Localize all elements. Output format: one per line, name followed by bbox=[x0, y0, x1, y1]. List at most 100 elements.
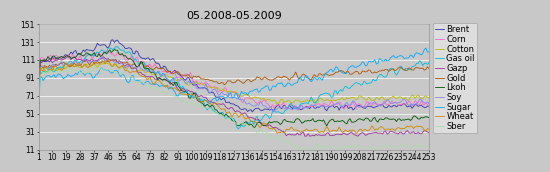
Line: Gold: Gold bbox=[39, 60, 429, 112]
Brent bbox=[189, 83, 195, 85]
Corn bbox=[294, 109, 301, 111]
Soy bbox=[381, 102, 387, 104]
Cotton bbox=[189, 83, 195, 85]
Gas oil bbox=[200, 99, 206, 101]
Sber bbox=[249, 127, 256, 129]
Gazp bbox=[302, 135, 309, 137]
Gas oil bbox=[94, 51, 101, 53]
Sber bbox=[189, 101, 195, 103]
Sber bbox=[426, 145, 432, 147]
Brent bbox=[109, 39, 116, 41]
Line: Corn: Corn bbox=[39, 51, 429, 110]
Lkoh bbox=[35, 108, 42, 110]
Brent bbox=[200, 87, 206, 89]
Wheat bbox=[382, 129, 389, 131]
Gazp bbox=[96, 58, 102, 60]
Lkoh bbox=[111, 49, 118, 51]
Brent bbox=[35, 108, 42, 110]
Sugar bbox=[249, 90, 256, 92]
Wheat bbox=[426, 128, 432, 130]
Soy bbox=[35, 113, 42, 115]
Line: Brent: Brent bbox=[39, 40, 429, 112]
Wheat bbox=[35, 112, 42, 115]
Line: Soy: Soy bbox=[39, 57, 429, 114]
Sber bbox=[251, 127, 257, 129]
Brent bbox=[249, 111, 256, 113]
Lkoh bbox=[251, 127, 257, 129]
Lkoh bbox=[94, 56, 101, 58]
Sugar bbox=[35, 120, 42, 122]
Brent bbox=[382, 107, 389, 109]
Line: Lkoh: Lkoh bbox=[39, 50, 429, 128]
Sber bbox=[35, 117, 42, 119]
Gold bbox=[189, 77, 195, 79]
Sugar bbox=[426, 51, 432, 53]
Brent bbox=[94, 42, 101, 44]
Gas oil bbox=[252, 117, 258, 119]
Lkoh bbox=[252, 126, 258, 128]
Sber bbox=[91, 66, 97, 68]
Lkoh bbox=[189, 95, 195, 97]
Cotton bbox=[94, 66, 101, 68]
Soy bbox=[94, 60, 101, 62]
Cotton bbox=[249, 97, 256, 99]
Cotton bbox=[426, 97, 432, 99]
Lkoh bbox=[200, 103, 206, 105]
Sugar bbox=[94, 73, 101, 75]
Soy bbox=[189, 82, 195, 84]
Gold bbox=[249, 80, 256, 82]
Corn bbox=[189, 76, 195, 78]
Gazp bbox=[382, 130, 389, 132]
Soy bbox=[99, 56, 106, 58]
Brent bbox=[251, 109, 257, 111]
Wheat bbox=[249, 121, 256, 123]
Cotton bbox=[35, 115, 42, 117]
Line: Sber: Sber bbox=[39, 67, 429, 150]
Line: Sugar: Sugar bbox=[39, 48, 429, 121]
Gold bbox=[109, 59, 116, 61]
Brent bbox=[426, 105, 432, 107]
Gazp bbox=[200, 96, 206, 98]
Gazp bbox=[251, 118, 257, 120]
Corn bbox=[94, 53, 101, 55]
Gold bbox=[200, 78, 206, 80]
Sber bbox=[96, 69, 102, 71]
Soy bbox=[249, 105, 256, 107]
Gas oil bbox=[235, 128, 241, 130]
Sugar bbox=[379, 60, 386, 62]
Gold bbox=[35, 111, 42, 114]
Gas oil bbox=[113, 45, 119, 47]
Cotton bbox=[103, 62, 110, 64]
Corn bbox=[426, 103, 432, 105]
Gas oil bbox=[382, 76, 389, 78]
Wheat bbox=[189, 92, 195, 94]
Sber bbox=[382, 145, 389, 147]
Sber bbox=[200, 107, 206, 109]
Sugar bbox=[248, 90, 254, 92]
Sber bbox=[297, 149, 304, 152]
Brent bbox=[252, 108, 258, 110]
Lkoh bbox=[426, 117, 432, 119]
Sugar bbox=[187, 95, 194, 97]
Gas oil bbox=[426, 61, 432, 63]
Corn bbox=[249, 97, 256, 99]
Line: Gas oil: Gas oil bbox=[39, 46, 429, 129]
Soy bbox=[426, 102, 432, 104]
Gazp bbox=[189, 90, 195, 92]
Wheat bbox=[105, 58, 112, 60]
Cotton bbox=[200, 84, 206, 86]
Cotton bbox=[251, 96, 257, 98]
Gazp bbox=[35, 109, 42, 111]
Line: Cotton: Cotton bbox=[39, 63, 429, 116]
Sugar bbox=[422, 47, 429, 49]
Gazp bbox=[249, 117, 256, 119]
Soy bbox=[200, 88, 206, 90]
Gazp bbox=[65, 56, 72, 58]
Title: 05.2008-05.2009: 05.2008-05.2009 bbox=[186, 11, 282, 21]
Legend: Brent, Corn, Cotton, Gas oil, Gazp, Gold, Lkoh, Soy, Sugar, Wheat, Sber: Brent, Corn, Cotton, Gas oil, Gazp, Gold… bbox=[433, 23, 477, 133]
Wheat bbox=[353, 132, 360, 134]
Gas oil bbox=[35, 113, 42, 115]
Gas oil bbox=[251, 123, 257, 126]
Lkoh bbox=[249, 124, 256, 126]
Wheat bbox=[94, 63, 101, 65]
